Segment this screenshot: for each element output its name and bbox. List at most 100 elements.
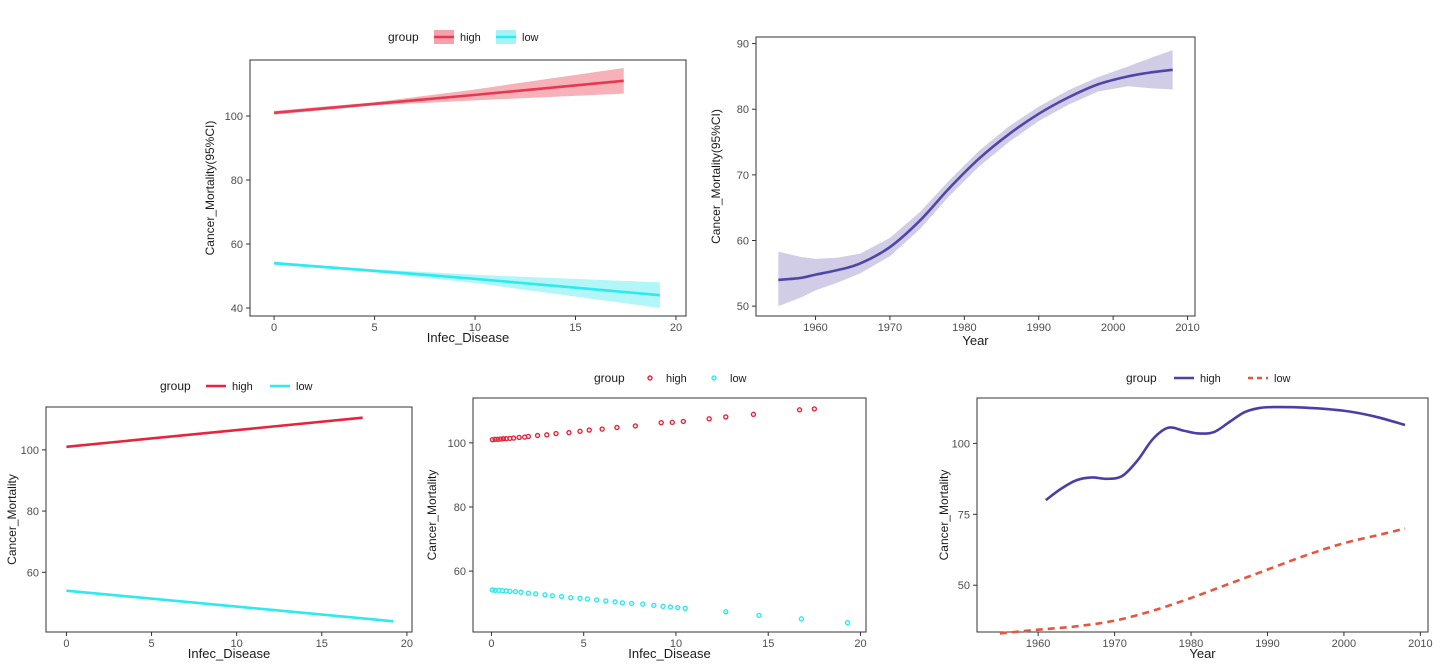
plot-panel xyxy=(249,59,687,317)
series-high-point xyxy=(586,427,592,433)
series-low-point xyxy=(612,599,618,605)
x-tick-label: 10 xyxy=(670,638,682,650)
series-high-point xyxy=(489,436,496,443)
legend-title: group xyxy=(594,371,625,385)
legend-key-high: high xyxy=(647,373,687,385)
series-high-point xyxy=(796,407,803,413)
series-low-point xyxy=(675,604,681,611)
chart-4: 0 5 10 15 20 60 80 100 Infec_Disease Cancer_Morta… xyxy=(425,371,867,661)
x-tick-label: 0 xyxy=(63,638,69,650)
y-tick-label: 100 xyxy=(21,445,39,457)
x-axis-label: Infec_Disease xyxy=(628,646,710,661)
series-low-point xyxy=(542,592,548,598)
series-fit-ci-band xyxy=(778,50,1173,307)
y-tick-label: 80 xyxy=(454,502,466,514)
x-tick-label: 2000 xyxy=(1332,638,1356,650)
series-low-point xyxy=(489,587,496,593)
series-high-point xyxy=(492,436,498,443)
series-high-point xyxy=(723,414,729,420)
x-tick-label: 0 xyxy=(488,638,494,650)
y-tick-label: 75 xyxy=(958,509,970,521)
x-tick-label: 1960 xyxy=(803,322,827,334)
x-tick-label: 20 xyxy=(670,322,682,334)
x-tick-label: 5 xyxy=(581,638,587,650)
series-low-point xyxy=(507,588,513,594)
x-tick-label: 1970 xyxy=(878,322,902,334)
y-axis-label: Cancer_Mortality(95%CI) xyxy=(203,121,217,256)
series-low-point xyxy=(756,612,762,619)
series-low-point xyxy=(603,598,609,604)
x-tick-label: 2010 xyxy=(1175,322,1199,334)
series-low-point xyxy=(619,600,626,606)
chart-2: 1960 1970 1980 1990 2000 2010 50 60 70 80 90 Year Ca… xyxy=(709,36,1200,348)
y-tick-label: 50 xyxy=(958,580,970,592)
x-tick-label: 2000 xyxy=(1101,322,1125,334)
x-tick-label: 15 xyxy=(762,638,774,650)
y-tick-label: 100 xyxy=(448,438,466,450)
x-tick-label: 1990 xyxy=(1255,638,1279,650)
series-low-point xyxy=(512,588,519,595)
series-low-point xyxy=(568,595,574,601)
legend-key-high: high xyxy=(434,30,481,44)
plot-panel xyxy=(755,36,1196,317)
x-tick-label: 5 xyxy=(148,638,154,650)
chart-3: 0 5 10 15 20 60 80 100 Infec_Disease Cancer_Morta… xyxy=(5,379,413,661)
legend-label-high: high xyxy=(666,373,687,385)
legend: group high low xyxy=(594,371,747,385)
x-tick-label: 1970 xyxy=(1102,638,1126,650)
legend-label-high: high xyxy=(1200,373,1221,385)
legend-key-high: high xyxy=(1174,373,1221,385)
series-high-point xyxy=(516,434,522,441)
series-high-point xyxy=(614,424,620,431)
legend-title: group xyxy=(1126,371,1157,385)
legend-label-low: low xyxy=(1274,373,1291,385)
x-axis-label: Infec_Disease xyxy=(188,646,270,661)
x-tick-label: 15 xyxy=(569,322,581,334)
series-high-point xyxy=(632,423,639,429)
y-axis-label: Cancer_Mortality xyxy=(937,470,951,561)
y-tick-label: 60 xyxy=(737,236,749,248)
series-fit-line xyxy=(778,68,1173,282)
x-axis-label: Year xyxy=(1189,646,1216,661)
series-low-point xyxy=(533,591,539,597)
legend-key-low: low xyxy=(270,381,313,393)
legend: group high low xyxy=(1126,371,1291,385)
legend-key-low: low xyxy=(496,30,539,44)
series-low-point xyxy=(682,605,688,611)
series-high-point xyxy=(553,430,559,437)
legend: group high low xyxy=(160,379,313,393)
chart-1: 0 5 10 15 20 40 60 80 100 Infec_Disease Cancer_Mor… xyxy=(203,30,687,345)
legend-title: group xyxy=(160,379,191,393)
y-tick-label: 80 xyxy=(231,175,243,187)
x-tick-label: 1960 xyxy=(1026,638,1050,650)
series-high-point xyxy=(811,406,818,412)
x-tick-label: 10 xyxy=(469,322,481,334)
series-low-line xyxy=(999,527,1406,635)
legend-label-high: high xyxy=(460,32,481,44)
series-high-point xyxy=(566,429,572,436)
series-high-point xyxy=(534,432,541,439)
x-tick-label: 15 xyxy=(316,638,328,650)
legend: group high low xyxy=(388,30,539,44)
legend-key-high: high xyxy=(206,381,253,393)
series-low-point xyxy=(660,603,666,610)
y-tick-label: 100 xyxy=(952,438,970,450)
series-high-point xyxy=(495,436,501,443)
x-tick-label: 20 xyxy=(854,638,866,650)
y-tick-label: 80 xyxy=(737,104,749,116)
legend-label-low: low xyxy=(296,381,313,393)
series-low-point xyxy=(723,609,729,615)
y-tick-label: 60 xyxy=(27,567,39,579)
series-low-point xyxy=(640,601,646,607)
x-tick-label: 5 xyxy=(372,322,378,334)
legend-key-low: low xyxy=(711,373,747,385)
legend-label-high: high xyxy=(232,381,253,393)
series-low-point xyxy=(667,604,674,610)
series-low-point xyxy=(844,620,851,626)
series-high-point xyxy=(599,426,605,432)
x-axis-label: Infec_Disease xyxy=(427,330,509,345)
series-low-point xyxy=(798,616,805,622)
series-low-point xyxy=(593,597,600,603)
plot-panel xyxy=(976,397,1429,633)
y-tick-label: 40 xyxy=(231,303,243,315)
